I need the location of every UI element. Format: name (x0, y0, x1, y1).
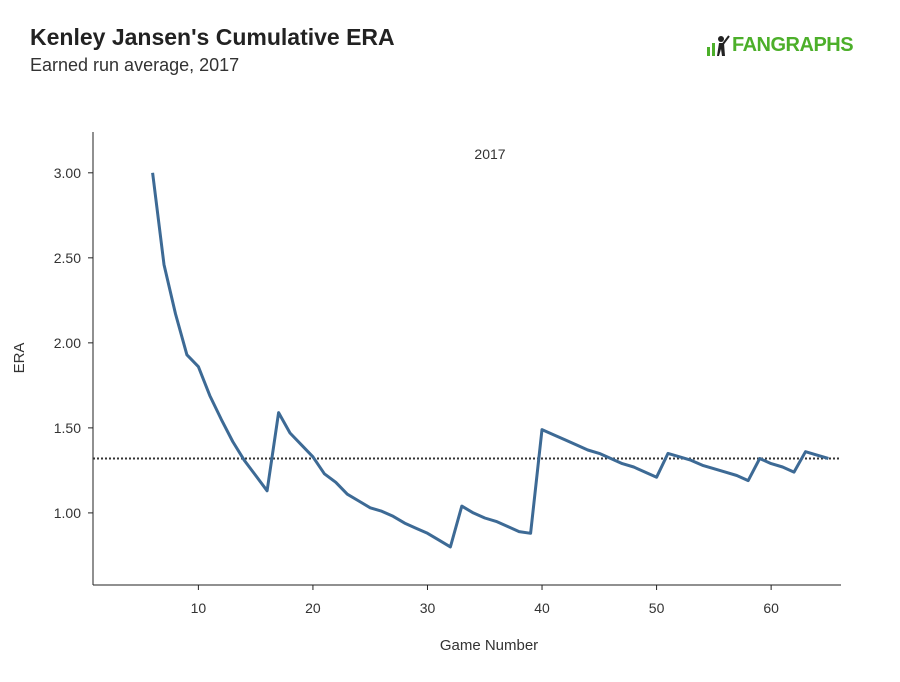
fangraphs-logo: FANGRAPHS (706, 34, 854, 57)
chart-subtitle: Earned run average, 2017 (30, 55, 240, 75)
x-tick-label: 30 (420, 600, 436, 616)
y-tick-label: 2.00 (54, 335, 81, 351)
y-tick-label: 3.00 (54, 165, 81, 181)
series-annotation: 2017 (474, 146, 505, 162)
chart-title: Kenley Jansen's Cumulative ERA (30, 24, 395, 50)
x-tick-label: 40 (534, 600, 550, 616)
y-tick-label: 2.50 (54, 250, 81, 266)
x-tick-label: 20 (305, 600, 321, 616)
x-tick-label: 60 (763, 600, 779, 616)
era-series-line (151, 172, 829, 549)
y-tick-label: 1.00 (54, 505, 81, 521)
x-axis-label: Game Number (440, 637, 538, 654)
logo-text: FANGRAPHS (732, 34, 854, 56)
y-axis-label: ERA (11, 343, 28, 374)
x-tick-label: 10 (191, 600, 207, 616)
x-tick-label: 50 (649, 600, 665, 616)
batter-icon (707, 34, 730, 56)
y-tick-label: 1.50 (54, 420, 81, 436)
